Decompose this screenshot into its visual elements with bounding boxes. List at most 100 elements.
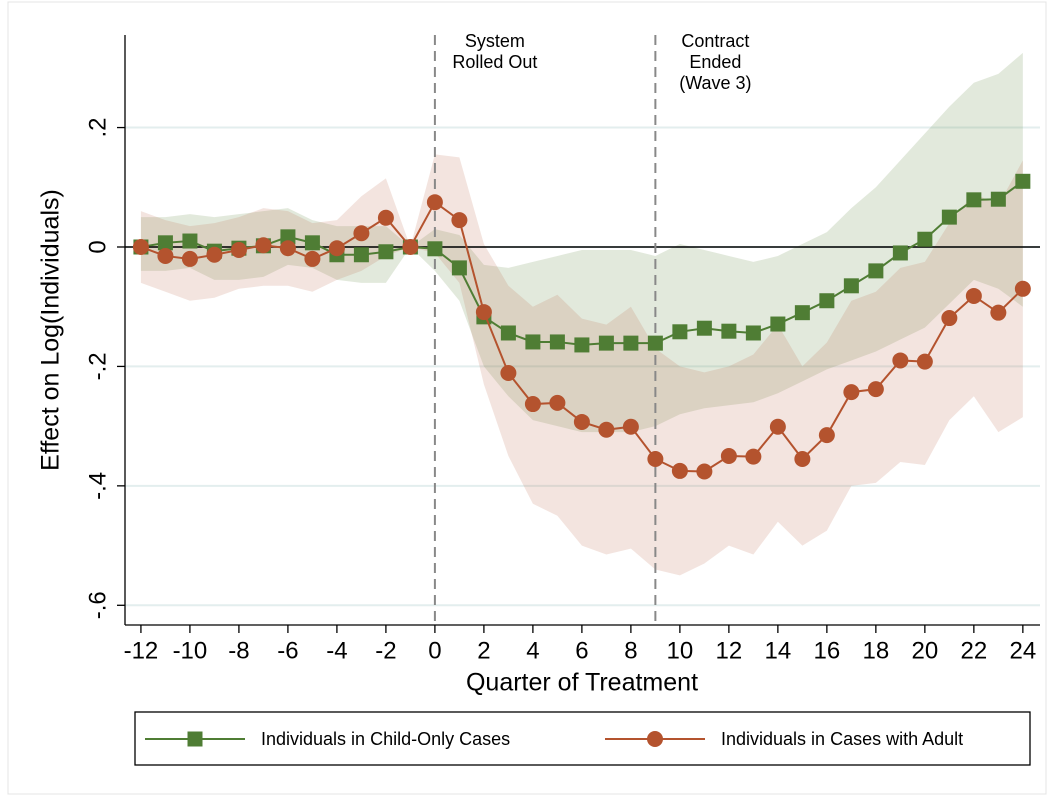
point <box>574 337 590 353</box>
point <box>427 241 443 257</box>
point <box>745 325 761 341</box>
point <box>524 396 541 413</box>
point <box>206 246 223 263</box>
y-tick-label: -.2 <box>84 352 111 380</box>
x-tick-label: 24 <box>1009 637 1036 664</box>
x-tick-label: -8 <box>228 637 249 664</box>
x-tick-label: -2 <box>375 637 396 664</box>
point <box>475 304 492 321</box>
x-tick-label: -4 <box>326 637 347 664</box>
x-tick-label: 10 <box>667 637 694 664</box>
point <box>623 335 639 351</box>
point <box>794 305 810 321</box>
x-tick-label: -12 <box>124 637 159 664</box>
x-tick-label: 4 <box>526 637 539 664</box>
legend-label: Individuals in Cases with Adult <box>721 729 963 749</box>
point <box>157 247 174 264</box>
point <box>917 231 933 247</box>
point <box>230 241 247 258</box>
x-tick-label: 12 <box>716 637 743 664</box>
x-tick-label: -6 <box>277 637 298 664</box>
point <box>598 421 615 438</box>
point <box>304 250 321 267</box>
point <box>647 731 663 747</box>
point <box>181 250 198 267</box>
point <box>892 352 909 369</box>
y-axis-title: Effect on Log(Individuals) <box>37 189 65 471</box>
x-tick-label: 22 <box>961 637 988 664</box>
point <box>622 418 639 435</box>
point <box>647 450 664 467</box>
point <box>451 260 467 276</box>
legend-label: Individuals in Child-Only Cases <box>261 729 510 749</box>
point <box>500 364 517 381</box>
point <box>402 238 419 255</box>
point <box>1015 173 1031 189</box>
point <box>990 304 1007 321</box>
point <box>770 316 786 332</box>
x-tick-label: -10 <box>173 637 208 664</box>
point <box>182 233 198 249</box>
x-tick-label: 14 <box>765 637 792 664</box>
x-tick-label: 8 <box>624 637 637 664</box>
confidence-band <box>140 52 1023 433</box>
y-tick-label: -.6 <box>84 591 111 619</box>
point <box>549 394 566 411</box>
point <box>720 448 737 465</box>
x-tick-label: 16 <box>814 637 841 664</box>
point <box>525 334 541 350</box>
point <box>745 448 762 465</box>
point <box>696 463 713 480</box>
annotation-text: (Wave 3) <box>679 73 751 93</box>
point <box>672 324 688 340</box>
point <box>647 335 663 351</box>
point <box>353 225 370 242</box>
point <box>769 418 786 435</box>
point <box>157 235 173 251</box>
point <box>377 209 394 226</box>
point <box>451 212 468 229</box>
x-tick-label: 0 <box>428 637 441 664</box>
point <box>279 240 296 257</box>
point <box>892 245 908 261</box>
x-tick-label: 18 <box>863 637 890 664</box>
point <box>573 413 590 430</box>
x-tick-label: 6 <box>575 637 588 664</box>
point <box>500 325 516 341</box>
point <box>867 381 884 398</box>
point <box>378 244 394 260</box>
point <box>187 731 203 747</box>
point <box>818 427 835 444</box>
point <box>280 229 296 245</box>
point <box>843 384 860 401</box>
point <box>941 310 958 327</box>
point <box>965 287 982 304</box>
point <box>868 263 884 279</box>
x-axis-title: Quarter of Treatment <box>466 669 698 697</box>
point <box>598 335 614 351</box>
annotation-text: System <box>465 31 525 51</box>
point <box>990 191 1006 207</box>
point <box>304 235 320 251</box>
point <box>941 209 957 225</box>
legend-box <box>134 711 1031 766</box>
y-tick-label: .2 <box>84 118 111 138</box>
point <box>843 278 859 294</box>
point <box>132 238 149 255</box>
point <box>255 237 272 254</box>
point <box>426 194 443 211</box>
point <box>819 293 835 309</box>
point <box>1014 280 1031 297</box>
point <box>966 192 982 208</box>
point <box>671 462 688 479</box>
x-tick-label: 20 <box>912 637 939 664</box>
point <box>328 240 345 257</box>
point <box>794 450 811 467</box>
annotation-text: Ended <box>689 52 741 72</box>
y-tick-label: -.4 <box>84 472 111 500</box>
annotation-text: Contract <box>681 31 749 51</box>
annotation-text: Rolled Out <box>452 52 537 72</box>
y-tick-label: 0 <box>84 240 111 253</box>
